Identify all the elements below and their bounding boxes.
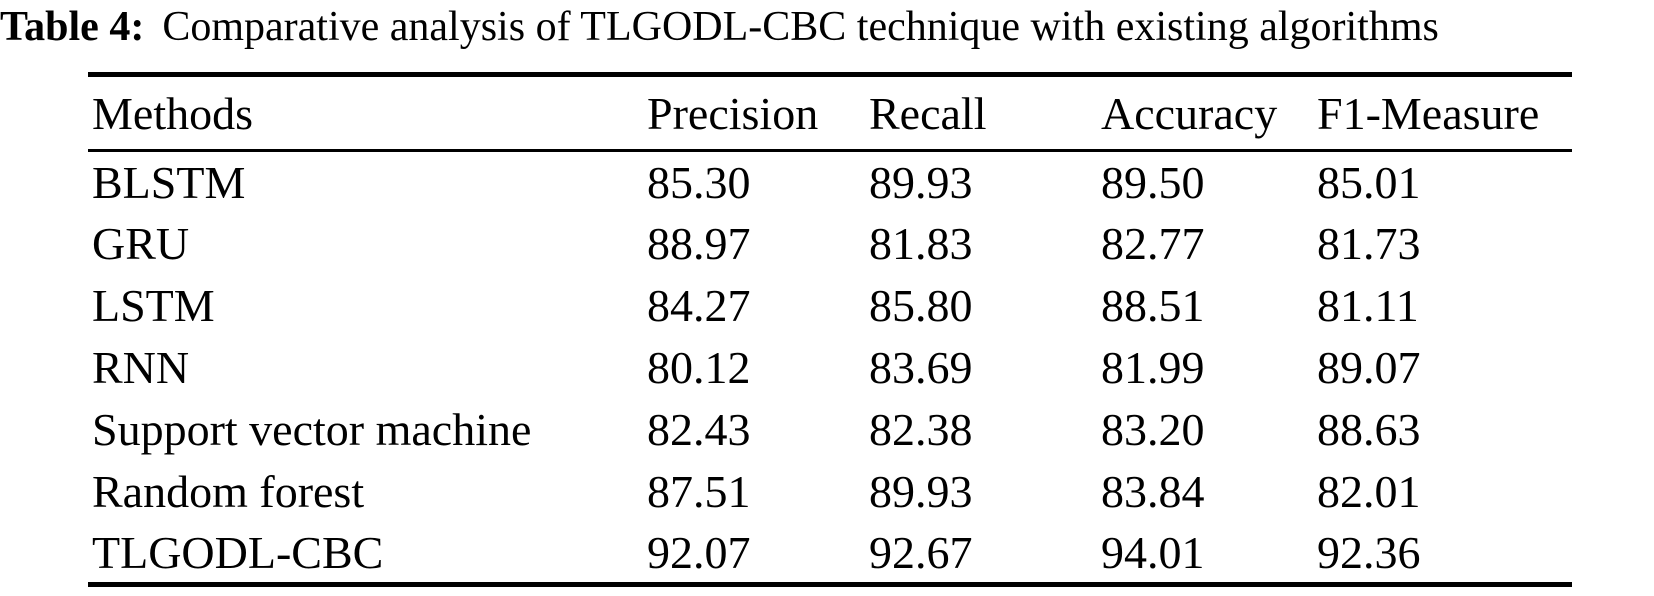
precision-cell: 82.43 bbox=[647, 404, 751, 455]
accuracy-cell: 82.77 bbox=[1101, 218, 1205, 269]
f1-measure-cell: 92.36 bbox=[1317, 526, 1421, 578]
method-cell: Random forest bbox=[92, 466, 365, 517]
method-cell: GRU bbox=[92, 218, 190, 269]
header-row: Methods Precision Recall Accuracy F1-Mea… bbox=[88, 75, 1572, 151]
column-header-methods: Methods bbox=[92, 87, 253, 139]
precision-cell: 92.07 bbox=[647, 526, 751, 578]
recall-cell: 89.93 bbox=[869, 156, 973, 208]
table-row: Support vector machine 82.43 82.38 83.20… bbox=[88, 399, 1572, 461]
recall-cell: 83.69 bbox=[869, 342, 973, 393]
table-row: GRU 88.97 81.83 82.77 81.73 bbox=[88, 213, 1572, 275]
accuracy-cell: 94.01 bbox=[1101, 526, 1205, 578]
column-header-f1-measure: F1-Measure bbox=[1317, 87, 1540, 139]
column-header-accuracy: Accuracy bbox=[1101, 87, 1278, 139]
column-header-precision: Precision bbox=[647, 87, 819, 139]
precision-cell: 87.51 bbox=[647, 466, 751, 517]
table-row: LSTM 84.27 85.80 88.51 81.11 bbox=[88, 275, 1572, 337]
f1-measure-cell: 89.07 bbox=[1317, 342, 1421, 393]
method-cell: LSTM bbox=[92, 280, 215, 331]
comparative-results-table: Methods Precision Recall Accuracy F1-Mea… bbox=[88, 72, 1572, 587]
table-caption-label: Table 4: bbox=[0, 4, 145, 50]
accuracy-cell: 83.84 bbox=[1101, 466, 1205, 517]
recall-cell: 89.93 bbox=[869, 466, 973, 517]
table-caption-text: Comparative analysis of TLGODL-CBC techn… bbox=[162, 4, 1439, 50]
recall-cell: 85.80 bbox=[869, 280, 973, 331]
precision-cell: 84.27 bbox=[647, 280, 751, 331]
table-row: RNN 80.12 83.69 81.99 89.07 bbox=[88, 337, 1572, 399]
accuracy-cell: 89.50 bbox=[1101, 156, 1205, 208]
accuracy-cell: 83.20 bbox=[1101, 404, 1205, 455]
f1-measure-cell: 82.01 bbox=[1317, 466, 1421, 517]
accuracy-cell: 81.99 bbox=[1101, 342, 1205, 393]
precision-cell: 88.97 bbox=[647, 218, 751, 269]
f1-measure-cell: 88.63 bbox=[1317, 404, 1421, 455]
recall-cell: 82.38 bbox=[869, 404, 973, 455]
method-cell: TLGODL-CBC bbox=[92, 526, 384, 578]
method-cell: Support vector machine bbox=[92, 404, 532, 455]
precision-cell: 85.30 bbox=[647, 156, 751, 208]
method-cell: BLSTM bbox=[92, 156, 246, 208]
accuracy-cell: 88.51 bbox=[1101, 280, 1205, 331]
table-row: Random forest 87.51 89.93 83.84 82.01 bbox=[88, 461, 1572, 523]
method-cell: RNN bbox=[92, 342, 190, 393]
precision-cell: 80.12 bbox=[647, 342, 751, 393]
table-row: BLSTM 85.30 89.93 89.50 85.01 bbox=[88, 151, 1572, 213]
f1-measure-cell: 81.73 bbox=[1317, 218, 1421, 269]
f1-measure-cell: 81.11 bbox=[1317, 280, 1419, 331]
table-caption: Table 4: Comparative analysis of TLGODL-C… bbox=[0, 2, 1654, 52]
f1-measure-cell: 85.01 bbox=[1317, 156, 1421, 208]
recall-cell: 81.83 bbox=[869, 218, 973, 269]
column-header-recall: Recall bbox=[869, 87, 987, 139]
recall-cell: 92.67 bbox=[869, 526, 973, 578]
table-row: TLGODL-CBC 92.07 92.67 94.01 92.36 bbox=[88, 523, 1572, 585]
